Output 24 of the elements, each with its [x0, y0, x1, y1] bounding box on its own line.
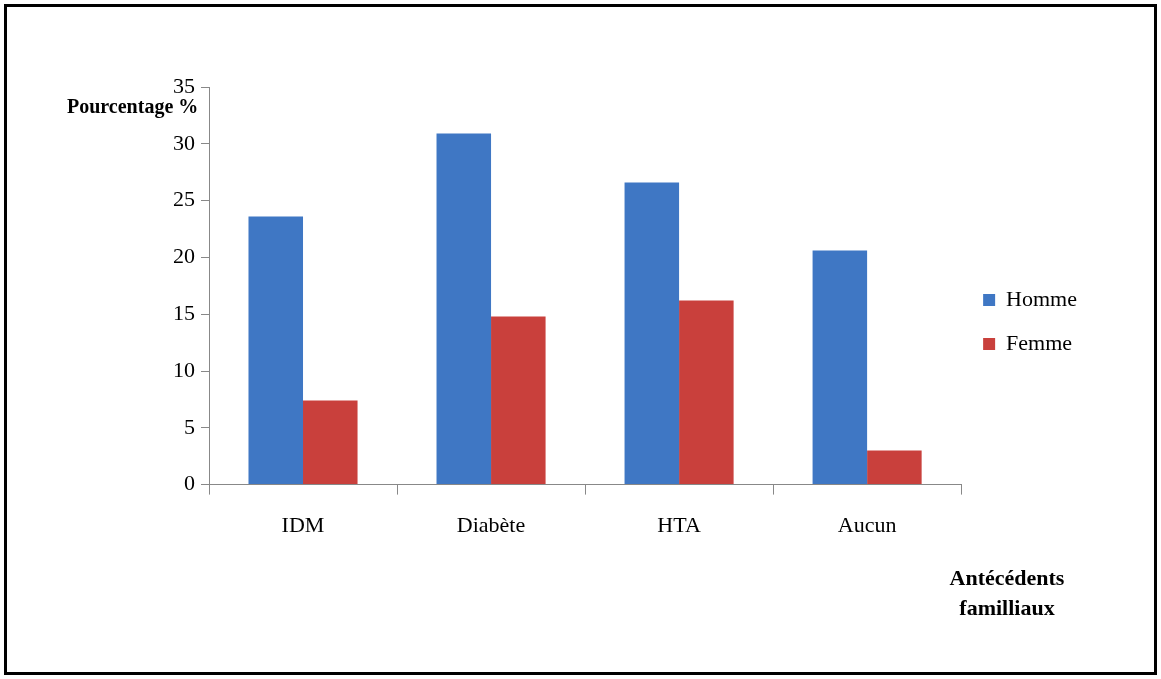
y-tick-label: 5	[184, 413, 195, 439]
bar	[248, 216, 304, 485]
bar	[812, 250, 868, 485]
y-tick-label: 25	[173, 186, 195, 212]
y-tick-label: 35	[173, 72, 195, 98]
bar	[436, 133, 492, 485]
legend-label: Femme	[1006, 329, 1073, 355]
y-axis-title: Pourcentage %	[67, 95, 199, 118]
bar	[624, 182, 680, 485]
y-tick-label: 30	[173, 129, 195, 155]
bar	[679, 300, 734, 485]
y-tick-label: 10	[173, 356, 195, 382]
x-axis-title: Antécédents familliaux	[948, 564, 1066, 622]
x-tick-label: HTA	[657, 511, 701, 537]
y-tick-label: 20	[173, 243, 195, 269]
x-tick-label: IDM	[281, 511, 325, 537]
y-tick-label: 0	[184, 470, 195, 496]
bar	[491, 316, 546, 485]
bar	[867, 450, 922, 485]
legend-label: Homme	[1006, 285, 1078, 311]
x-tick-label: Aucun	[837, 511, 897, 537]
bar	[303, 400, 358, 485]
x-tick-label: Diabète	[456, 511, 526, 537]
y-tick-label: 15	[173, 299, 195, 325]
